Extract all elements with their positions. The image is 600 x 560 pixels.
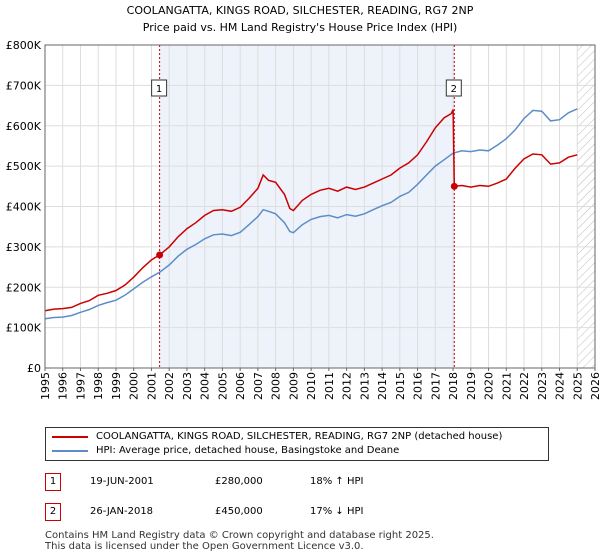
footer: Contains HM Land Registry data © Crown c… [45,530,434,552]
x-tick-label: 2000 [128,372,141,400]
sale-marker-label: 2 [451,84,457,95]
sale-badge: 2 [45,503,61,521]
x-tick-label: 2026 [589,372,600,400]
x-tick-label: 2017 [429,372,442,400]
x-tick-label: 2006 [234,372,247,400]
chart-title: COOLANGATTA, KINGS ROAD, SILCHESTER, REA… [127,4,474,17]
y-tick-label: £500K [6,160,42,173]
x-tick-label: 1998 [92,372,105,400]
y-tick-label: £0 [27,362,41,375]
x-tick-label: 2012 [341,372,354,400]
x-tick-label: 2010 [305,372,318,400]
x-tick-label: 2011 [323,372,336,400]
y-tick-label: £800K [6,39,42,52]
property-series-line [44,109,578,312]
sale-point [450,182,458,190]
sale-hpi-change: 17% ↓ HPI [310,506,364,517]
sale-hpi-change: 18% ↑ HPI [310,476,364,487]
sale-price: £450,000 [215,506,263,517]
x-tick-label: 1995 [39,372,52,400]
x-tick-label: 2021 [500,372,513,400]
legend-swatch-hpi [52,450,88,452]
x-tick-label: 2001 [145,372,158,400]
sale-date: 19-JUN-2001 [90,476,154,487]
x-tick-label: 1997 [74,372,87,400]
x-tick-label: 2009 [287,372,300,400]
x-tick-label: 2023 [536,372,549,400]
x-tick-label: 2025 [571,372,584,400]
x-tick-label: 2013 [358,372,371,400]
x-tick-label: 1996 [57,372,70,400]
sale-marker-label: 1 [156,84,162,95]
x-tick-label: 2020 [483,372,496,400]
x-tick-label: 2004 [199,372,212,400]
price-chart: COOLANGATTA, KINGS ROAD, SILCHESTER, REA… [6,4,600,400]
chart-subtitle: Price paid vs. HM Land Registry's House … [143,21,458,34]
y-tick-label: £200K [6,281,42,294]
x-tick-label: 2007 [252,372,265,400]
y-tick-label: £100K [6,322,42,335]
x-tick-label: 2022 [518,372,531,400]
y-tick-label: £600K [6,120,42,133]
hpi-series-line [44,108,578,320]
legend-label-hpi: HPI: Average price, detached house, Basi… [96,445,400,456]
x-tick-label: 2019 [465,372,478,400]
footer-copyright: Contains HM Land Registry data © Crown c… [45,530,434,541]
footer-licence: This data is licensed under the Open Gov… [45,541,364,552]
sale-marker-box [151,79,168,97]
sale-point [156,251,164,259]
x-tick-label: 2002 [163,372,176,400]
legend-label-property: COOLANGATTA, KINGS ROAD, SILCHESTER, REA… [96,431,503,442]
x-tick-label: 1999 [110,372,123,400]
x-tick-label: 2008 [270,372,283,400]
x-tick-label: 2024 [554,372,567,400]
y-tick-label: £400K [6,201,42,214]
legend: COOLANGATTA, KINGS ROAD, SILCHESTER, REA… [45,427,549,461]
sale-date: 26-JAN-2018 [90,506,154,517]
y-tick-label: £700K [6,79,42,92]
legend-swatch-property [52,436,88,438]
sale-price: £280,000 [215,476,263,487]
sale-badge: 1 [45,473,61,491]
y-tick-label: £300K [6,241,42,254]
x-tick-label: 2015 [394,372,407,400]
x-tick-label: 2014 [376,372,389,400]
sale-marker-box [445,79,462,97]
x-tick-label: 2005 [216,372,229,400]
plot-frame [44,44,596,369]
x-tick-label: 2003 [181,372,194,400]
x-tick-label: 2016 [412,372,425,400]
x-tick-label: 2018 [447,372,460,400]
